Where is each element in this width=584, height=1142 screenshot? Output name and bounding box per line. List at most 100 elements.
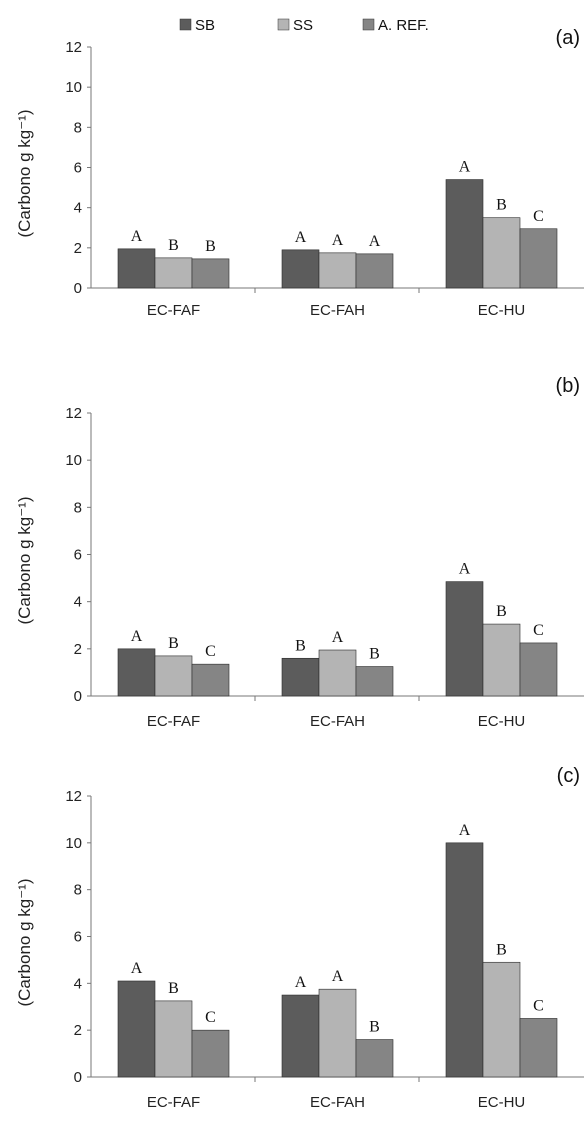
legend-label-a-ref: A. REF.	[378, 17, 429, 34]
significance-letter: B	[369, 1019, 380, 1036]
category-group-ec-fah: EC-FAH A A B	[281, 968, 394, 1111]
bar-a-ref-ec-hu	[519, 1018, 558, 1078]
legend-item-a-ref: A. REF.	[362, 17, 429, 34]
bar-ss-ec-hu	[482, 961, 521, 1078]
y-tick-label: 2	[74, 641, 82, 658]
bar-sb-ec-hu	[445, 581, 484, 697]
y-axis-label: (Carbono g kg⁻¹)	[15, 109, 34, 237]
y-tick-label: 6	[74, 160, 82, 177]
y-tick-label: 12	[65, 788, 82, 805]
bar-sb-ec-fah	[281, 657, 320, 697]
y-tick-label: 6	[74, 547, 82, 564]
significance-letter: A	[459, 561, 471, 578]
significance-letter: A	[131, 960, 143, 977]
bar-sb-ec-hu	[445, 179, 484, 289]
bar-sb-ec-faf	[117, 248, 156, 289]
significance-letter: A	[459, 159, 471, 176]
bar-a-ref-ec-faf	[191, 663, 230, 697]
category-group-ec-fah: EC-FAH B A B	[281, 629, 394, 730]
category-label-ec-fah: EC-FAH	[310, 713, 365, 730]
y-tick-label: 6	[74, 929, 82, 946]
significance-letter: B	[168, 237, 179, 254]
significance-letter: B	[496, 197, 507, 214]
category-label-ec-hu: EC-HU	[478, 302, 526, 319]
significance-letter: B	[369, 646, 380, 663]
bar-ss-ec-fah	[318, 988, 357, 1078]
bar-ss-ec-fah	[318, 252, 357, 289]
category-label-ec-faf: EC-FAF	[147, 713, 200, 730]
bar-ss-ec-hu	[482, 217, 521, 289]
y-tick-label: 12	[65, 39, 82, 56]
bar-a-ref-ec-hu	[519, 642, 558, 697]
legend-label-sb: SB	[195, 17, 215, 34]
y-axis-label: (Carbono g kg⁻¹)	[15, 496, 34, 624]
bar-sb-ec-faf	[117, 980, 156, 1078]
y-tick-label: 8	[74, 499, 82, 516]
category-label-ec-hu: EC-HU	[478, 713, 526, 730]
legend-item-ss: SS	[277, 17, 313, 34]
category-label-ec-hu: EC-HU	[478, 1094, 526, 1111]
y-tick-label: 10	[65, 79, 82, 96]
bar-ss-ec-faf	[154, 655, 193, 697]
bar-sb-ec-hu	[445, 842, 484, 1078]
legend-swatch-sb	[179, 18, 192, 31]
significance-letter: A	[332, 629, 344, 646]
significance-letter: B	[168, 635, 179, 652]
significance-letter: A	[459, 822, 471, 839]
legend-item-sb: SB	[179, 17, 215, 34]
significance-letter: A	[369, 233, 381, 250]
significance-letter: C	[533, 208, 544, 225]
panel-label: (c)	[557, 765, 580, 787]
category-group-ec-fah: EC-FAH A A A	[281, 229, 394, 319]
bar-ss-ec-fah	[318, 649, 357, 697]
panel-label: (b)	[556, 375, 580, 397]
significance-letter: B	[496, 603, 507, 620]
y-tick-label: 8	[74, 119, 82, 136]
significance-letter: A	[332, 232, 344, 249]
y-tick-label: 10	[65, 452, 82, 469]
y-tick-label: 4	[74, 200, 82, 217]
y-tick-label: 0	[74, 280, 82, 297]
significance-letter: B	[205, 238, 216, 255]
y-tick-label: 4	[74, 975, 82, 992]
significance-letter: A	[131, 228, 143, 245]
legend-label-ss: SS	[293, 17, 313, 34]
y-tick-label: 0	[74, 688, 82, 705]
y-tick-label: 10	[65, 835, 82, 852]
bar-a-ref-ec-fah	[355, 666, 394, 697]
significance-letter: C	[205, 643, 216, 660]
y-tick-label: 8	[74, 882, 82, 899]
significance-letter: B	[168, 980, 179, 997]
bar-sb-ec-faf	[117, 648, 156, 697]
bar-a-ref-ec-faf	[191, 1029, 230, 1078]
category-label-ec-faf: EC-FAF	[147, 302, 200, 319]
significance-letter: C	[533, 622, 544, 639]
y-axis-label: (Carbono g kg⁻¹)	[15, 878, 34, 1006]
significance-letter: A	[295, 229, 307, 246]
category-label-ec-faf: EC-FAF	[147, 1094, 200, 1111]
category-group-ec-hu: EC-HU A B C	[445, 561, 558, 730]
y-tick-label: 2	[74, 240, 82, 257]
bar-a-ref-ec-fah	[355, 1039, 394, 1078]
category-label-ec-fah: EC-FAH	[310, 302, 365, 319]
category-group-ec-faf: EC-FAF A B C	[117, 960, 230, 1111]
bar-ss-ec-hu	[482, 623, 521, 697]
bar-a-ref-ec-faf	[191, 258, 230, 289]
y-tick-label: 12	[65, 405, 82, 422]
significance-letter: C	[533, 997, 544, 1014]
legend-swatch-ss	[277, 18, 290, 31]
category-label-ec-fah: EC-FAH	[310, 1094, 365, 1111]
significance-letter: A	[295, 974, 307, 991]
bar-sb-ec-fah	[281, 249, 320, 289]
panel-label: (a)	[556, 27, 580, 49]
bar-a-ref-ec-hu	[519, 228, 558, 289]
category-group-ec-faf: EC-FAF A B B	[117, 228, 230, 319]
y-tick-label: 4	[74, 594, 82, 611]
significance-letter: A	[332, 968, 344, 985]
significance-letter: B	[295, 637, 306, 654]
